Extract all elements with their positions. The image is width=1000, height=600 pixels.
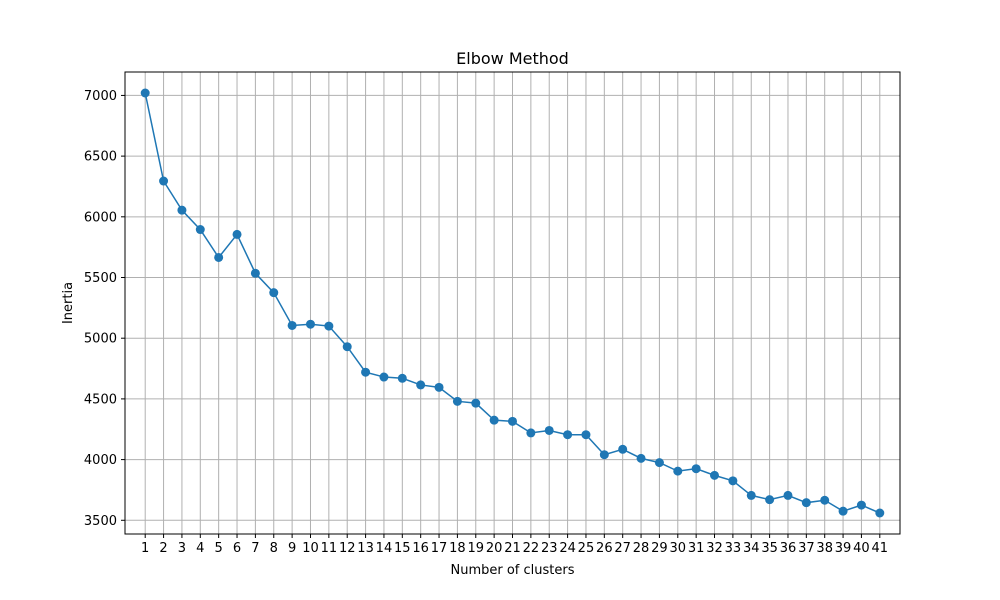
x-tick-label: 13 bbox=[357, 541, 374, 556]
data-point bbox=[177, 205, 187, 215]
data-point bbox=[710, 470, 720, 480]
x-tick-label: 24 bbox=[559, 541, 576, 556]
series-inertia bbox=[140, 88, 885, 518]
x-tick-label: 34 bbox=[743, 541, 760, 556]
x-tick-label: 32 bbox=[706, 541, 723, 556]
data-point bbox=[636, 453, 646, 463]
y-tick-label: 4000 bbox=[84, 453, 117, 468]
y-tick-label: 4500 bbox=[84, 392, 117, 407]
data-point bbox=[434, 382, 444, 392]
grid bbox=[125, 72, 900, 534]
data-point bbox=[544, 425, 554, 435]
y-tick-label: 5000 bbox=[84, 332, 117, 347]
data-point bbox=[489, 415, 499, 425]
x-tick-label: 25 bbox=[578, 541, 595, 556]
x-tick-label: 38 bbox=[816, 541, 833, 556]
x-tick-label: 8 bbox=[270, 541, 278, 556]
data-point bbox=[618, 444, 628, 454]
data-point bbox=[416, 380, 426, 390]
x-tick-label: 33 bbox=[725, 541, 742, 556]
x-tick-label: 16 bbox=[412, 541, 429, 556]
x-tick-label: 12 bbox=[339, 541, 356, 556]
x-tick-label: 4 bbox=[196, 541, 204, 556]
data-point bbox=[379, 372, 389, 382]
x-tick-label: 17 bbox=[431, 541, 448, 556]
data-point bbox=[342, 342, 352, 352]
data-point bbox=[581, 430, 591, 440]
x-tick-label: 14 bbox=[376, 541, 393, 556]
x-tick-label: 39 bbox=[835, 541, 852, 556]
data-point bbox=[324, 321, 334, 331]
data-point bbox=[232, 229, 242, 239]
x-tick-label: 3 bbox=[178, 541, 186, 556]
y-tick-label: 5500 bbox=[84, 271, 117, 286]
data-point bbox=[783, 490, 793, 500]
x-tick-label: 9 bbox=[288, 541, 296, 556]
axis-ticks: 1 2 3 4 5 6 7 8 9 10 11 12 13 14 15 16 17 18 19 20 21 22 23 24 2… bbox=[84, 89, 888, 556]
data-point bbox=[140, 88, 150, 98]
x-tick-label: 1 bbox=[141, 541, 149, 556]
data-point bbox=[728, 476, 738, 486]
x-tick-label: 15 bbox=[394, 541, 411, 556]
data-point bbox=[820, 495, 830, 505]
y-axis-label: Inertia bbox=[61, 282, 76, 324]
x-tick-label: 28 bbox=[633, 541, 650, 556]
data-point bbox=[508, 416, 517, 426]
x-tick-label: 41 bbox=[872, 541, 889, 556]
data-point bbox=[856, 500, 866, 510]
data-point bbox=[214, 252, 224, 262]
x-tick-label: 40 bbox=[853, 541, 870, 556]
x-tick-label: 2 bbox=[159, 541, 167, 556]
x-tick-label: 18 bbox=[449, 541, 466, 556]
x-axis-label: Number of clusters bbox=[450, 563, 574, 578]
x-tick-label: 7 bbox=[251, 541, 259, 556]
data-point bbox=[397, 373, 407, 383]
chart-title: Elbow Method bbox=[456, 49, 569, 68]
data-point bbox=[801, 498, 811, 508]
data-point bbox=[838, 506, 848, 516]
x-tick-label: 19 bbox=[467, 541, 484, 556]
x-tick-label: 10 bbox=[302, 541, 319, 556]
data-point bbox=[691, 464, 701, 474]
data-point bbox=[765, 495, 775, 505]
data-point bbox=[250, 268, 260, 278]
x-tick-label: 23 bbox=[541, 541, 558, 556]
x-tick-label: 27 bbox=[614, 541, 631, 556]
x-tick-label: 36 bbox=[780, 541, 797, 556]
x-tick-label: 29 bbox=[651, 541, 668, 556]
data-point bbox=[875, 508, 885, 518]
x-tick-label: 26 bbox=[596, 541, 613, 556]
data-point bbox=[159, 176, 169, 186]
data-point bbox=[452, 396, 462, 406]
data-point bbox=[673, 466, 683, 476]
data-point bbox=[361, 367, 371, 377]
data-point bbox=[654, 458, 664, 468]
data-point bbox=[269, 288, 279, 298]
y-tick-label: 6500 bbox=[84, 150, 117, 165]
x-tick-label: 20 bbox=[486, 541, 503, 556]
x-tick-label: 6 bbox=[233, 541, 241, 556]
data-point bbox=[471, 398, 481, 408]
y-tick-label: 3500 bbox=[84, 514, 117, 529]
x-tick-label: 21 bbox=[504, 541, 521, 556]
data-point bbox=[526, 428, 536, 438]
x-tick-label: 37 bbox=[798, 541, 815, 556]
x-tick-label: 11 bbox=[321, 541, 338, 556]
data-point bbox=[599, 450, 609, 460]
x-tick-label: 5 bbox=[215, 541, 223, 556]
data-point bbox=[195, 225, 205, 235]
data-point bbox=[287, 320, 297, 330]
y-tick-label: 6000 bbox=[84, 210, 117, 225]
x-tick-label: 22 bbox=[523, 541, 540, 556]
data-point bbox=[563, 430, 573, 440]
data-point bbox=[746, 490, 756, 500]
y-tick-label: 7000 bbox=[84, 89, 117, 104]
x-tick-label: 31 bbox=[688, 541, 705, 556]
data-point bbox=[305, 319, 315, 329]
x-tick-label: 30 bbox=[670, 541, 687, 556]
x-tick-label: 35 bbox=[761, 541, 778, 556]
